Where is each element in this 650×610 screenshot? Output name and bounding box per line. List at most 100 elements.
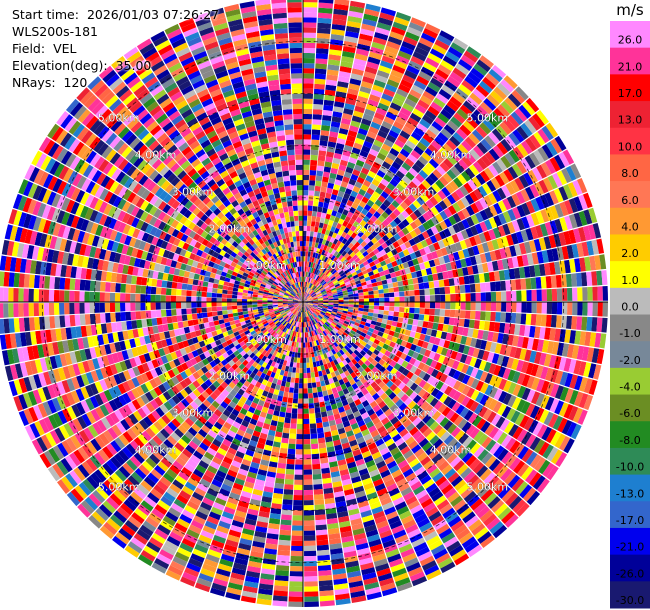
velocity-gate	[507, 166, 519, 180]
velocity-gate	[459, 310, 466, 319]
velocity-gate	[522, 487, 537, 502]
velocity-gate	[340, 316, 346, 321]
velocity-gate	[417, 388, 427, 398]
velocity-gate	[452, 213, 462, 223]
velocity-gate	[480, 488, 494, 502]
velocity-gate	[529, 184, 540, 198]
velocity-gate	[448, 368, 457, 378]
velocity-gate	[372, 392, 380, 401]
velocity-gate	[414, 250, 422, 258]
velocity-gate	[446, 452, 458, 464]
velocity-gate	[326, 69, 339, 76]
velocity-gate	[550, 431, 562, 446]
velocity-gate	[358, 323, 365, 329]
velocity-gate	[373, 258, 380, 265]
velocity-gate	[305, 347, 309, 353]
velocity-gate	[519, 348, 527, 361]
velocity-gate	[394, 291, 400, 297]
velocity-gate	[305, 306, 309, 311]
velocity-gate	[320, 380, 326, 387]
velocity-gate	[515, 502, 530, 517]
velocity-gate	[530, 363, 539, 377]
velocity-gate	[312, 296, 318, 299]
velocity-gate	[318, 0, 334, 4]
velocity-gate	[364, 322, 371, 328]
velocity-gate	[521, 374, 531, 387]
velocity-gate	[443, 104, 456, 116]
velocity-gate	[437, 239, 446, 249]
velocity-gate	[308, 283, 312, 289]
velocity-gate	[343, 306, 349, 309]
velocity-gate	[439, 161, 450, 173]
velocity-gate	[487, 475, 500, 489]
velocity-gate	[375, 396, 383, 405]
velocity-gate	[520, 361, 529, 374]
velocity-gate	[311, 139, 320, 146]
velocity-gate	[372, 248, 380, 255]
velocity-gate	[355, 250, 363, 257]
velocity-gate	[586, 271, 593, 286]
velocity-gate	[337, 277, 343, 282]
velocity-gate	[369, 148, 379, 157]
velocity-gate	[500, 468, 513, 482]
velocity-gate	[385, 111, 397, 121]
velocity-gate	[274, 575, 289, 582]
velocity-gate	[409, 265, 416, 273]
velocity-gate	[576, 345, 585, 361]
velocity-gate	[525, 362, 534, 375]
velocity-gate	[394, 196, 404, 205]
velocity-gate	[558, 402, 569, 417]
velocity-gate	[520, 278, 527, 290]
velocity-gate	[303, 342, 306, 348]
velocity-gate	[328, 332, 334, 338]
velocity-gate	[472, 461, 485, 474]
velocity-gate	[346, 20, 362, 29]
velocity-gate	[340, 283, 346, 288]
velocity-gate	[354, 369, 361, 376]
velocity-gate	[326, 289, 332, 293]
velocity-gate	[319, 326, 324, 332]
velocity-gate	[466, 494, 480, 507]
velocity-gate	[397, 222, 406, 230]
velocity-gate	[331, 262, 337, 268]
velocity-gate	[316, 165, 324, 172]
velocity-gate	[530, 212, 540, 226]
velocity-gate	[558, 435, 571, 451]
velocity-gate	[414, 295, 420, 302]
velocity-gate	[356, 391, 364, 399]
velocity-gate	[335, 363, 342, 370]
velocity-gate	[376, 460, 387, 469]
velocity-gate	[538, 459, 551, 475]
velocity-gate	[368, 94, 381, 103]
velocity-gate	[406, 273, 413, 280]
velocity-gate	[388, 292, 395, 298]
velocity-gate	[395, 116, 407, 126]
velocity-gate	[530, 277, 537, 290]
velocity-gate	[577, 287, 583, 301]
velocity-gate	[310, 320, 314, 326]
velocity-gate	[363, 179, 372, 188]
velocity-gate	[509, 346, 517, 358]
velocity-gate	[485, 302, 492, 312]
velocity-gate	[361, 314, 368, 319]
velocity-gate	[538, 263, 546, 277]
velocity-gate	[408, 238, 416, 247]
velocity-gate	[541, 340, 550, 353]
velocity-gate	[469, 310, 476, 320]
velocity-gate	[355, 380, 363, 388]
velocity-gate	[329, 172, 337, 180]
velocity-gate	[289, 428, 297, 434]
velocity-gate	[308, 398, 314, 404]
velocity-gate	[366, 384, 374, 393]
velocity-gate	[337, 207, 344, 214]
velocity-gate	[447, 491, 460, 503]
velocity-gate	[291, 525, 303, 531]
velocity-gate	[309, 309, 314, 314]
velocity-gate	[432, 471, 444, 483]
velocity-gate	[411, 462, 423, 473]
velocity-gate	[321, 292, 328, 296]
velocity-gate	[501, 355, 510, 368]
velocity-gate	[544, 263, 551, 276]
velocity-gate	[354, 257, 361, 263]
velocity-gate	[500, 138, 513, 152]
